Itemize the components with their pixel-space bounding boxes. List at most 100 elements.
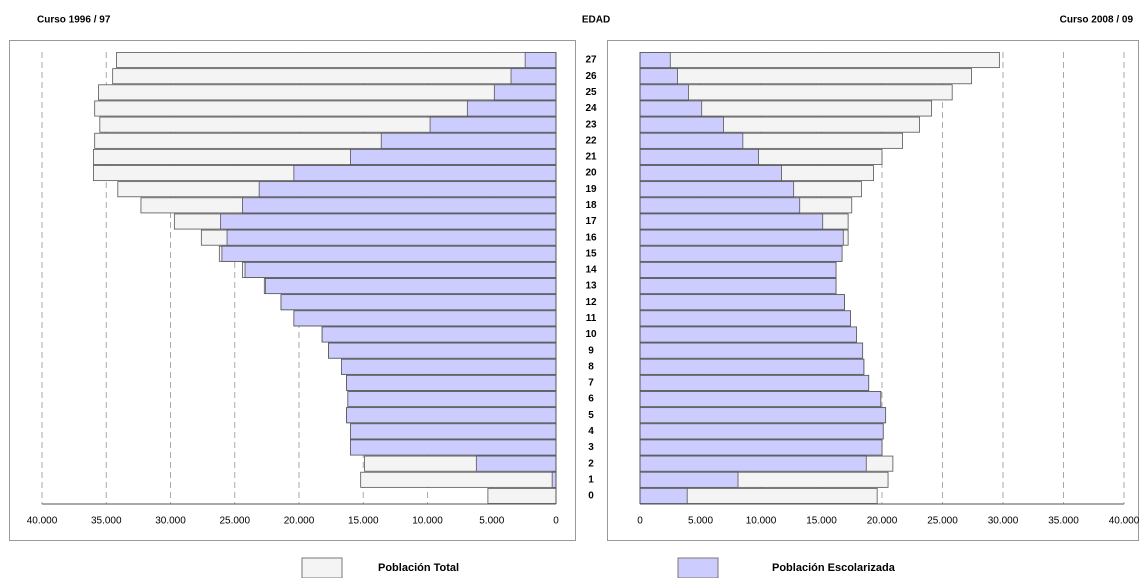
schooled-bar [328, 342, 557, 359]
legend-swatch [301, 557, 343, 578]
panel-title: Curso 2008 / 09 [1060, 15, 1134, 26]
category-label: 22 [585, 135, 597, 146]
schooled-bar [639, 229, 844, 246]
category-label: 11 [586, 313, 597, 324]
schooled-bar [639, 245, 843, 262]
x-tick-label: 25.000 [219, 516, 250, 527]
schooled-bar [293, 310, 557, 327]
schooled-bar [429, 116, 557, 133]
schooled-bar [639, 213, 824, 230]
category-label: 21 [585, 152, 597, 163]
total-bar [639, 52, 1000, 69]
category-label: 19 [585, 184, 597, 195]
schooled-bar [639, 471, 739, 488]
x-tick-label: 35.000 [91, 516, 122, 527]
schooled-bar [639, 68, 678, 85]
category-label: 16 [585, 232, 597, 243]
schooled-bar [639, 181, 795, 198]
schooled-bar [639, 326, 857, 343]
schooled-bar [220, 213, 557, 230]
x-tick-label: 20.000 [284, 516, 315, 527]
schooled-bar [349, 148, 557, 165]
schooled-bar [510, 68, 557, 85]
schooled-bar [349, 439, 557, 456]
schooled-bar [244, 261, 557, 278]
schooled-bar [293, 165, 557, 182]
total-bar [487, 487, 557, 504]
category-label: 13 [585, 281, 597, 292]
category-label: 0 [588, 491, 594, 502]
schooled-bar [639, 165, 782, 182]
schooled-bar [639, 261, 837, 278]
schooled-bar [321, 326, 557, 343]
schooled-bar [639, 197, 801, 214]
category-label: 14 [585, 265, 597, 276]
schooled-bar [493, 84, 557, 101]
schooled-bar [380, 132, 557, 149]
total-bar [116, 52, 557, 69]
category-label: 23 [585, 119, 597, 130]
schooled-bar [639, 294, 845, 311]
schooled-bar [475, 455, 557, 472]
schooled-bar [346, 407, 557, 424]
schooled-bar [639, 310, 851, 327]
x-tick-label: 10.000 [412, 516, 443, 527]
schooled-bar [551, 471, 557, 488]
category-label: 18 [585, 200, 597, 211]
total-bar [360, 471, 557, 488]
schooled-bar [639, 52, 671, 69]
legend-label: Población Total [378, 562, 459, 574]
schooled-bar [221, 245, 557, 262]
schooled-bar [639, 455, 867, 472]
schooled-bar [639, 439, 883, 456]
schooled-bar [258, 181, 557, 198]
category-label: 7 [588, 378, 594, 389]
category-label: 12 [585, 297, 597, 308]
x-tick-label: 30.000 [155, 516, 186, 527]
x-tick-label: 40.000 [1109, 516, 1140, 527]
category-label: 15 [585, 248, 597, 259]
total-bar [98, 84, 557, 101]
schooled-bar [341, 358, 557, 375]
panel-frame [607, 40, 1139, 541]
schooled-bar [265, 278, 557, 295]
schooled-bar [524, 52, 557, 69]
schooled-bar [466, 100, 557, 117]
x-tick-label: 0 [553, 516, 559, 527]
category-label: 20 [585, 168, 597, 179]
schooled-bar [639, 391, 882, 408]
schooled-bar [639, 342, 864, 359]
schooled-bar [349, 423, 557, 440]
x-tick-label: 40.000 [27, 516, 58, 527]
x-tick-label: 30.000 [988, 516, 1019, 527]
category-label: 17 [585, 216, 597, 227]
x-tick-label: 5.000 [688, 516, 713, 527]
x-tick-label: 35.000 [1048, 516, 1079, 527]
panel-frame [9, 40, 576, 541]
category-label: 26 [585, 71, 597, 82]
schooled-bar [639, 407, 887, 424]
schooled-bar [639, 374, 870, 391]
legend-label: Población Escolarizada [772, 562, 896, 574]
legend-swatch [677, 557, 719, 578]
schooled-bar [242, 197, 557, 214]
x-tick-label: 20.000 [867, 516, 898, 527]
x-tick-label: 15.000 [806, 516, 837, 527]
panel-title: Curso 1996 / 97 [37, 15, 111, 26]
schooled-bar [639, 278, 837, 295]
schooled-bar [639, 487, 688, 504]
category-label: 25 [585, 87, 597, 98]
total-bar [112, 68, 557, 85]
category-label: 27 [585, 55, 597, 66]
category-label: 5 [588, 410, 594, 421]
category-label: 9 [588, 345, 594, 356]
x-tick-label: 10.000 [746, 516, 777, 527]
x-tick-label: 15.000 [348, 516, 379, 527]
schooled-bar [639, 84, 689, 101]
category-label: 6 [588, 394, 594, 405]
schooled-bar [346, 374, 557, 391]
x-tick-label: 5.000 [479, 516, 504, 527]
schooled-bar [639, 148, 759, 165]
